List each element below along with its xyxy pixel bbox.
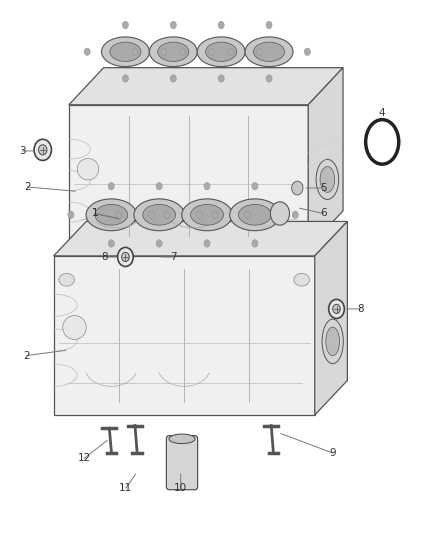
Circle shape	[304, 48, 311, 55]
Polygon shape	[308, 68, 343, 248]
Circle shape	[218, 75, 224, 82]
Circle shape	[208, 48, 215, 55]
Circle shape	[212, 211, 218, 219]
Ellipse shape	[158, 42, 189, 61]
Text: 1: 1	[92, 208, 98, 219]
Circle shape	[116, 211, 122, 219]
Ellipse shape	[230, 199, 280, 231]
Ellipse shape	[143, 205, 176, 225]
Text: 12: 12	[78, 454, 91, 463]
Ellipse shape	[134, 199, 184, 231]
Circle shape	[108, 182, 114, 190]
Polygon shape	[69, 105, 308, 248]
Ellipse shape	[245, 37, 293, 67]
Text: 4: 4	[379, 108, 385, 118]
FancyBboxPatch shape	[166, 435, 198, 490]
Ellipse shape	[197, 37, 245, 67]
Text: 8: 8	[102, 252, 108, 262]
Circle shape	[122, 21, 128, 29]
Text: 11: 11	[119, 483, 132, 493]
Circle shape	[68, 211, 74, 219]
Circle shape	[252, 240, 258, 247]
Text: 9: 9	[330, 448, 336, 458]
Ellipse shape	[77, 158, 99, 180]
Circle shape	[292, 211, 298, 219]
Circle shape	[156, 240, 162, 247]
Circle shape	[270, 202, 290, 225]
Circle shape	[252, 182, 258, 190]
Text: 1: 1	[92, 208, 98, 219]
Ellipse shape	[239, 205, 271, 225]
Ellipse shape	[322, 319, 343, 364]
Polygon shape	[315, 221, 347, 415]
Ellipse shape	[316, 159, 339, 199]
Ellipse shape	[320, 166, 335, 192]
Circle shape	[132, 48, 138, 55]
Circle shape	[39, 145, 47, 155]
Text: 8: 8	[357, 304, 364, 314]
Circle shape	[244, 211, 251, 219]
Polygon shape	[53, 256, 315, 415]
Ellipse shape	[86, 199, 137, 231]
Circle shape	[204, 240, 210, 247]
Ellipse shape	[110, 42, 141, 61]
Circle shape	[256, 48, 262, 55]
Circle shape	[333, 304, 340, 313]
Text: 6: 6	[320, 208, 327, 219]
Ellipse shape	[326, 327, 339, 356]
Text: 7: 7	[170, 252, 177, 262]
Ellipse shape	[205, 42, 237, 61]
Circle shape	[148, 211, 155, 219]
Text: 5: 5	[320, 183, 327, 193]
Ellipse shape	[95, 205, 128, 225]
Text: 10: 10	[174, 483, 187, 493]
Ellipse shape	[169, 434, 195, 443]
Ellipse shape	[182, 199, 232, 231]
Circle shape	[204, 182, 210, 190]
Circle shape	[266, 75, 272, 82]
Polygon shape	[53, 221, 347, 256]
Circle shape	[170, 21, 177, 29]
Circle shape	[161, 48, 167, 55]
Ellipse shape	[191, 205, 223, 225]
Ellipse shape	[294, 273, 310, 286]
Circle shape	[218, 21, 224, 29]
Circle shape	[117, 247, 133, 266]
Circle shape	[197, 211, 203, 219]
Circle shape	[180, 48, 186, 55]
Polygon shape	[69, 68, 343, 105]
Circle shape	[34, 139, 51, 160]
Circle shape	[328, 300, 344, 318]
Circle shape	[122, 252, 129, 262]
Circle shape	[228, 48, 234, 55]
Text: 3: 3	[19, 146, 25, 156]
Ellipse shape	[63, 316, 86, 340]
Ellipse shape	[149, 37, 197, 67]
Circle shape	[292, 181, 303, 195]
Circle shape	[164, 211, 170, 219]
Circle shape	[108, 240, 114, 247]
Circle shape	[156, 182, 162, 190]
Circle shape	[84, 48, 90, 55]
Text: 2: 2	[23, 351, 30, 361]
Text: 2: 2	[24, 182, 31, 192]
Ellipse shape	[59, 273, 74, 286]
Ellipse shape	[254, 42, 285, 61]
Circle shape	[266, 21, 272, 29]
Circle shape	[170, 75, 177, 82]
Circle shape	[122, 75, 128, 82]
Ellipse shape	[102, 37, 149, 67]
